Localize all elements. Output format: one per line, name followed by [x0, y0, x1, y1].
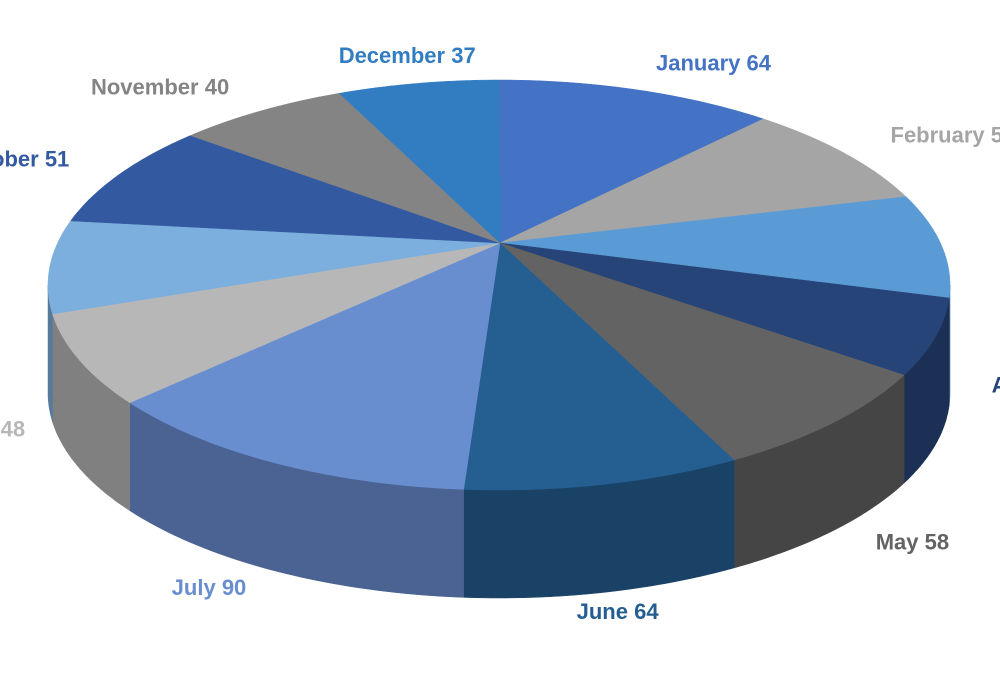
- slice-label: November 40: [91, 74, 229, 99]
- slice: [499, 242, 950, 376]
- slice: [338, 79, 501, 244]
- slice: [70, 135, 501, 244]
- slice-label-value: 40: [205, 74, 229, 99]
- slice: [499, 196, 951, 299]
- slice-label: December 37: [339, 43, 476, 68]
- slice-label-value: 51: [45, 146, 69, 171]
- slice-label: October 51: [0, 146, 69, 171]
- slice-label-category: June: [577, 599, 628, 624]
- slice-label: April 40: [992, 372, 1000, 397]
- slice-label: August 48: [0, 416, 25, 441]
- slice-label: January 64: [656, 50, 772, 75]
- slice-label-value: 64: [747, 50, 772, 75]
- slice-label: June 64: [577, 599, 660, 624]
- slice: [189, 93, 501, 244]
- slice: [463, 242, 735, 491]
- slice-label-value: 37: [451, 43, 475, 68]
- slice-label-category: July: [172, 575, 217, 600]
- slice-label-value: 58: [925, 529, 949, 554]
- slice-label-category: October: [0, 146, 39, 171]
- pie-tops: [47, 79, 951, 491]
- slice-label-value: 48: [1, 416, 25, 441]
- slice: [498, 79, 765, 244]
- slice-label-category: April: [992, 372, 1000, 397]
- pie-sides: [47, 285, 951, 599]
- slice-label: May 58: [876, 529, 949, 554]
- slice: [129, 242, 501, 490]
- slice: [499, 118, 907, 244]
- slice: [499, 242, 905, 461]
- slice: [47, 220, 501, 315]
- slice-label-value: 64: [634, 599, 659, 624]
- slice-label-value: 51: [991, 123, 1000, 148]
- slice-label-value: 90: [222, 575, 246, 600]
- slice: [52, 242, 501, 403]
- slice-label: July 90: [172, 575, 247, 600]
- slice-label-category: February: [891, 123, 986, 148]
- slice-label-category: December: [339, 43, 446, 68]
- slice-label-category: May: [876, 529, 920, 554]
- slice-label-category: January: [656, 50, 741, 75]
- slice-label-category: November: [91, 74, 199, 99]
- slice-label: February 51: [891, 123, 1000, 148]
